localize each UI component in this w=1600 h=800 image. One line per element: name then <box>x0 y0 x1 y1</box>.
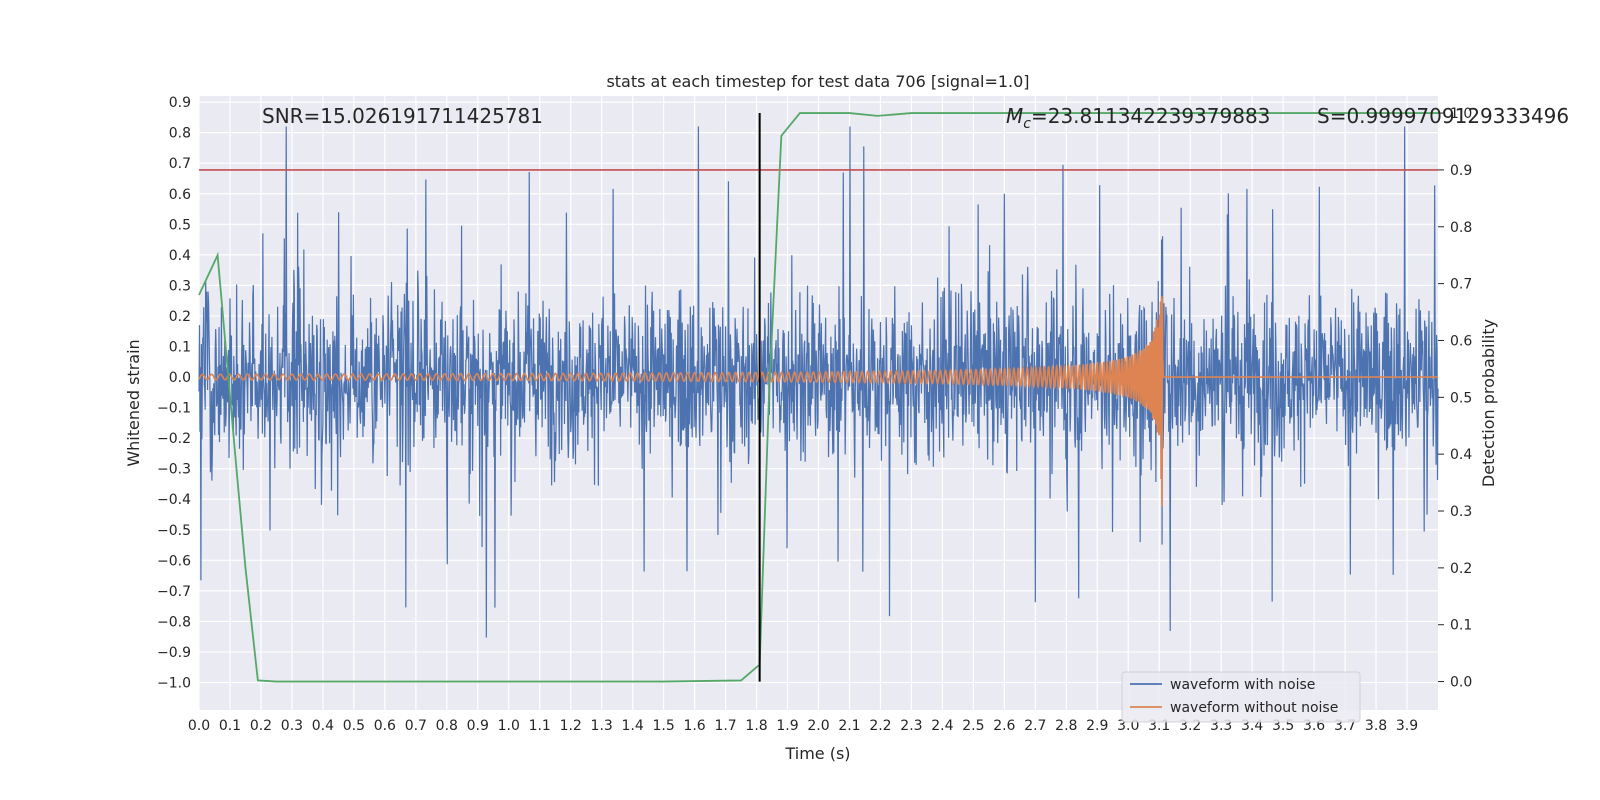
legend-label-chirp: waveform without noise <box>1170 700 1338 716</box>
y-tick-label: −0.6 <box>157 553 191 569</box>
detection-probability-line <box>198 112 1438 683</box>
y-tick-label: 0.0 <box>169 370 191 386</box>
y-tick-label: −0.7 <box>157 584 191 600</box>
x-tick-label: 2.9 <box>1086 718 1108 734</box>
y2-tick-label: 0.8 <box>1450 220 1472 236</box>
y2-tick-label: 0.6 <box>1450 333 1472 349</box>
legend: waveform with noise waveform without noi… <box>1121 671 1361 723</box>
y2-tick-label: 0.1 <box>1450 618 1472 634</box>
chart-title: stats at each timestep for test data 706… <box>606 72 1029 91</box>
y-tick-label: 0.7 <box>169 156 191 172</box>
x-tick-label: 0.2 <box>250 718 272 734</box>
y2-tick-label: 0.5 <box>1450 390 1472 406</box>
x-tick-label: 2.6 <box>993 718 1015 734</box>
y-axis-ticks: 0.9 0.8 0.7 0.6 0.5 0.4 0.3 0.2 0.1 0.0 −0.1 −0.2 −0… <box>157 95 191 691</box>
y-tick-label: −0.8 <box>157 614 191 630</box>
x-tick-label: 2.4 <box>931 718 953 734</box>
x-tick-label: 2.2 <box>869 718 891 734</box>
x-tick-label: 2.1 <box>838 718 860 734</box>
x-tick-label: 1.4 <box>622 718 644 734</box>
y-tick-label: 0.6 <box>169 187 191 203</box>
x-tick-label: 1.7 <box>714 718 736 734</box>
series-waveform-with-noise <box>198 126 1439 638</box>
x-tick-label: 1.2 <box>560 718 582 734</box>
snr-annotation: SNR=15.026191711425781 <box>262 104 543 128</box>
x-tick-label: 0.1 <box>219 718 241 734</box>
y2-tick-label: 0.3 <box>1450 504 1472 520</box>
x-tick-label: 2.3 <box>900 718 922 734</box>
x-tick-label: 0.9 <box>467 718 489 734</box>
y2-tick-label: 1.0 <box>1450 106 1472 122</box>
x-tick-label: 2.5 <box>962 718 984 734</box>
y2-tick-label: 0.2 <box>1450 561 1472 577</box>
chirp-mass-subscript: c <box>1023 116 1031 132</box>
chirp-mass-symbol: M <box>1006 104 1023 128</box>
y-tick-label: 0.9 <box>169 95 191 111</box>
y-axis-label: Whitened strain <box>124 339 143 466</box>
y2-tick-label: 0.4 <box>1450 447 1472 463</box>
y-tick-label: −0.1 <box>157 401 191 417</box>
x-tick-label: 0.4 <box>312 718 334 734</box>
y-tick-label: −1.0 <box>157 676 191 692</box>
x-tick-label: 1.6 <box>683 718 705 734</box>
x-tick-label: 2.7 <box>1024 718 1046 734</box>
y2-axis-label: Detection probability <box>1479 319 1498 487</box>
y-tick-label: 0.3 <box>169 278 191 294</box>
x-tick-label: 1.1 <box>529 718 551 734</box>
y-tick-label: −0.4 <box>157 492 191 508</box>
y-tick-label: −0.9 <box>157 645 191 661</box>
y-tick-label: −0.3 <box>157 462 191 478</box>
detection-statistic-annotation: S=0.9999709129333496 <box>1317 104 1569 128</box>
x-tick-label: 0.7 <box>405 718 427 734</box>
y-tick-label: 0.4 <box>169 248 191 264</box>
y-tick-label: 0.1 <box>169 339 191 355</box>
y2-tick-label: 0.0 <box>1450 675 1472 691</box>
y2-tick-label: 0.9 <box>1450 163 1472 179</box>
x-tick-label: 0.8 <box>436 718 458 734</box>
y2-tick-label: 0.7 <box>1450 277 1472 293</box>
y-tick-label: 0.2 <box>169 309 191 325</box>
x-tick-label: 0.0 <box>188 718 210 734</box>
x-tick-label: 3.9 <box>1396 718 1418 734</box>
x-tick-label: 3.8 <box>1365 718 1387 734</box>
legend-box <box>1121 671 1361 723</box>
legend-label-noise: waveform with noise <box>1170 677 1315 693</box>
x-tick-label: 1.5 <box>652 718 674 734</box>
x-tick-label: 2.8 <box>1055 718 1077 734</box>
x-tick-label: 1.8 <box>745 718 767 734</box>
x-tick-label: 1.3 <box>591 718 613 734</box>
y-tick-label: 0.8 <box>169 126 191 142</box>
x-tick-label: 0.3 <box>281 718 303 734</box>
x-tick-label: 1.0 <box>498 718 520 734</box>
series-waveform-without-noise <box>198 295 1438 507</box>
y2-axis-ticks: 0.0 0.1 0.2 0.3 0.4 0.5 0.6 0.7 0.8 0.9 1.0 <box>1438 106 1472 691</box>
x-tick-label: 2.0 <box>807 718 829 734</box>
y-tick-label: 0.5 <box>169 217 191 233</box>
x-axis-label: Time (s) <box>784 744 850 763</box>
clean-waveform-line <box>198 295 1438 507</box>
overlay-lines <box>198 112 1438 683</box>
chirp-mass-annotation: Mc=23.811342239379883 <box>1006 104 1270 132</box>
y-tick-label: −0.5 <box>157 523 191 539</box>
chirp-mass-value: =23.811342239379883 <box>1031 104 1270 128</box>
x-tick-label: 0.5 <box>343 718 365 734</box>
x-tick-label: 1.9 <box>776 718 798 734</box>
noise-waveform-line <box>198 126 1439 638</box>
x-tick-label: 0.6 <box>374 718 396 734</box>
y-tick-label: −0.2 <box>157 431 191 447</box>
